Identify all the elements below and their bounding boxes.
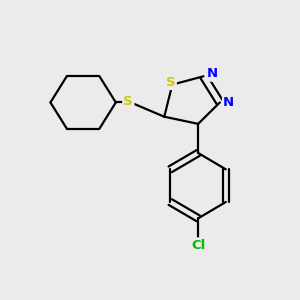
Text: S: S	[166, 76, 175, 89]
Text: N: N	[223, 96, 234, 109]
Text: N: N	[206, 68, 218, 80]
Text: Cl: Cl	[191, 238, 205, 252]
Text: S: S	[124, 95, 133, 108]
